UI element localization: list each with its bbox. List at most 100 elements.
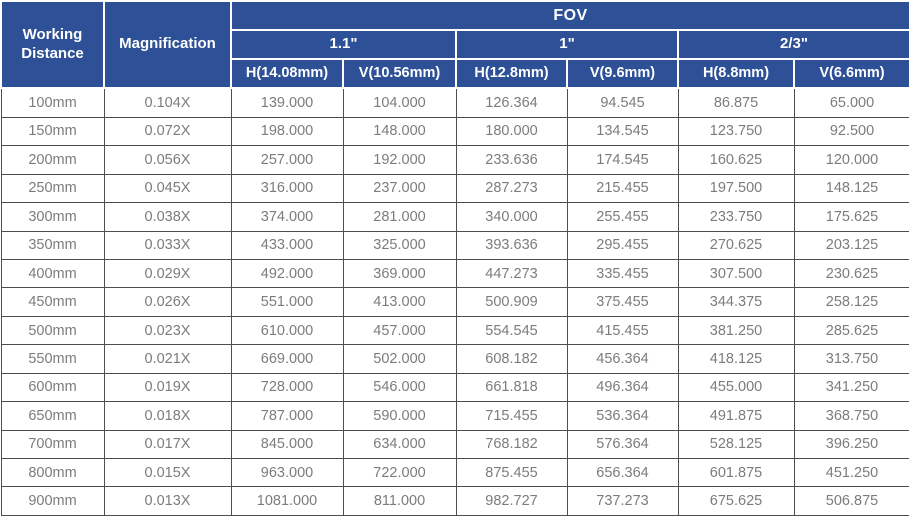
cell: 400mm xyxy=(0,258,105,289)
cell: 175.625 xyxy=(793,202,909,232)
cell: 200mm xyxy=(0,145,105,175)
table-row: 200mm 0.056X 257.000 192.000 233.636 174.545 1… xyxy=(0,145,909,175)
cell: 900mm xyxy=(0,486,105,516)
cell: 134.545 xyxy=(566,116,679,147)
cell: 491.875 xyxy=(677,401,795,431)
header-group-1-1-inch: 1.1" xyxy=(230,29,457,60)
header-v-6-6mm: V(6.6mm) xyxy=(792,58,909,89)
cell: 325.000 xyxy=(342,230,457,260)
cell: 536.364 xyxy=(566,401,679,431)
cell: 350mm xyxy=(0,230,105,260)
cell: 285.625 xyxy=(793,315,909,346)
cell: 341.250 xyxy=(793,372,909,403)
cell: 0.038X xyxy=(103,202,232,232)
cell: 393.636 xyxy=(455,230,568,260)
table-header: Working Distance Magnification FOV 1.1" … xyxy=(0,0,909,89)
cell: 198.000 xyxy=(230,116,344,147)
cell: 192.000 xyxy=(342,145,457,175)
cell: 0.013X xyxy=(103,486,232,516)
cell: 450mm xyxy=(0,287,105,317)
cell: 139.000 xyxy=(230,87,344,118)
cell: 148.000 xyxy=(342,116,457,147)
cell: 500.909 xyxy=(455,287,568,317)
cell: 295.455 xyxy=(566,230,679,260)
cell: 0.045X xyxy=(103,173,232,204)
cell: 281.000 xyxy=(342,202,457,232)
cell: 800mm xyxy=(0,458,105,488)
cell: 590.000 xyxy=(342,401,457,431)
cell: 551.000 xyxy=(230,287,344,317)
cell: 250mm xyxy=(0,173,105,204)
cell: 104.000 xyxy=(342,87,457,118)
cell: 160.625 xyxy=(677,145,795,175)
cell: 457.000 xyxy=(342,315,457,346)
cell: 554.545 xyxy=(455,315,568,346)
cell: 369.000 xyxy=(342,258,457,289)
table-row: 400mm 0.029X 492.000 369.000 447.273 335.455 3… xyxy=(0,258,909,289)
header-magnification: Magnification xyxy=(103,0,232,89)
cell: 0.072X xyxy=(103,116,232,147)
cell: 496.364 xyxy=(566,372,679,403)
cell: 528.125 xyxy=(677,429,795,460)
table-row: 900mm 0.013X 1081.000 811.000 982.727 737.273… xyxy=(0,486,909,516)
table-row: 450mm 0.026X 551.000 413.000 500.909 375.455 3… xyxy=(0,287,909,317)
cell: 576.364 xyxy=(566,429,679,460)
cell: 600mm xyxy=(0,372,105,403)
cell: 656.364 xyxy=(566,458,679,488)
table-row: 800mm 0.015X 963.000 722.000 875.455 656.364 6… xyxy=(0,458,909,488)
cell: 500mm xyxy=(0,315,105,346)
cell: 0.023X xyxy=(103,315,232,346)
cell: 669.000 xyxy=(230,344,344,374)
cell: 316.000 xyxy=(230,173,344,204)
cell: 92.500 xyxy=(793,116,909,147)
table-row: 600mm 0.019X 728.000 546.000 661.818 496.364 4… xyxy=(0,372,909,403)
cell: 433.000 xyxy=(230,230,344,260)
cell: 492.000 xyxy=(230,258,344,289)
cell: 675.625 xyxy=(677,486,795,516)
header-h-12-8mm: H(12.8mm) xyxy=(455,58,568,89)
cell: 215.455 xyxy=(566,173,679,204)
cell: 233.636 xyxy=(455,145,568,175)
cell: 0.029X xyxy=(103,258,232,289)
cell: 728.000 xyxy=(230,372,344,403)
cell: 811.000 xyxy=(342,486,457,516)
cell: 661.818 xyxy=(455,372,568,403)
cell: 396.250 xyxy=(793,429,909,460)
cell: 0.015X xyxy=(103,458,232,488)
cell: 258.125 xyxy=(793,287,909,317)
cell: 415.455 xyxy=(566,315,679,346)
cell: 451.250 xyxy=(793,458,909,488)
table-row: 650mm 0.018X 787.000 590.000 715.455 536.364 4… xyxy=(0,401,909,431)
cell: 700mm xyxy=(0,429,105,460)
cell: 875.455 xyxy=(455,458,568,488)
cell: 340.000 xyxy=(455,202,568,232)
cell: 150mm xyxy=(0,116,105,147)
table-row: 550mm 0.021X 669.000 502.000 608.182 456.364 4… xyxy=(0,344,909,374)
header-h-14-08mm: H(14.08mm) xyxy=(230,58,344,89)
cell: 375.455 xyxy=(566,287,679,317)
cell: 174.545 xyxy=(566,145,679,175)
cell: 344.375 xyxy=(677,287,795,317)
cell: 722.000 xyxy=(342,458,457,488)
header-v-9-6mm: V(9.6mm) xyxy=(566,58,679,89)
table-row: 700mm 0.017X 845.000 634.000 768.182 576.364 5… xyxy=(0,429,909,460)
cell: 94.545 xyxy=(566,87,679,118)
cell: 270.625 xyxy=(677,230,795,260)
cell: 1081.000 xyxy=(230,486,344,516)
cell: 237.000 xyxy=(342,173,457,204)
cell: 0.033X xyxy=(103,230,232,260)
cell: 0.021X xyxy=(103,344,232,374)
cell: 0.019X xyxy=(103,372,232,403)
cell: 634.000 xyxy=(342,429,457,460)
cell: 447.273 xyxy=(455,258,568,289)
table-row: 100mm 0.104X 139.000 104.000 126.364 94.545 86… xyxy=(0,87,909,118)
cell: 180.000 xyxy=(455,116,568,147)
cell: 0.056X xyxy=(103,145,232,175)
cell: 546.000 xyxy=(342,372,457,403)
cell: 381.250 xyxy=(677,315,795,346)
cell: 0.026X xyxy=(103,287,232,317)
cell: 0.018X xyxy=(103,401,232,431)
cell: 768.182 xyxy=(455,429,568,460)
cell: 413.000 xyxy=(342,287,457,317)
